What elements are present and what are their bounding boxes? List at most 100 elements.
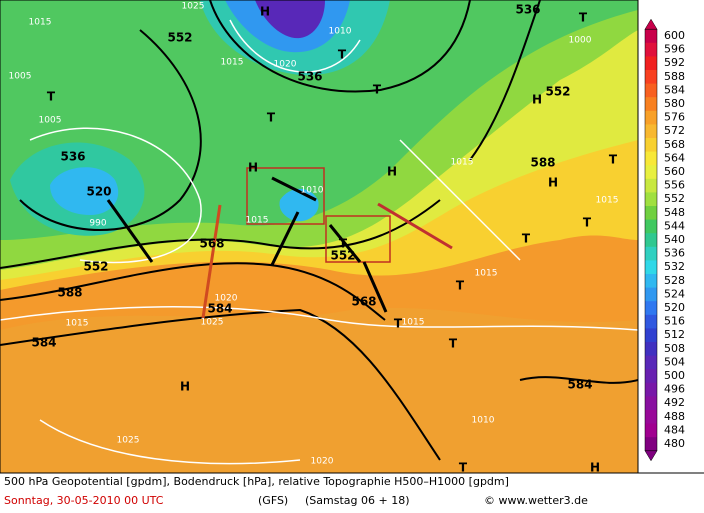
color-scale: 6005965925885845805765725685645605565525… (644, 18, 685, 462)
scale-label: 540 (664, 233, 685, 246)
pressure-label: 1020 (215, 294, 238, 304)
geopotential-label: 536 (515, 3, 540, 17)
scale-label: 504 (664, 355, 685, 368)
scale-label: 484 (664, 423, 685, 436)
geopotential-label: 584 (207, 302, 232, 316)
pressure-label: 1025 (117, 436, 140, 446)
scale-swatch (645, 83, 657, 98)
scale-label: 480 (664, 437, 685, 450)
geopotential-label: 552 (167, 31, 192, 45)
scale-label: 600 (664, 29, 685, 42)
geopotential-label: 520 (86, 185, 111, 199)
pressure-center: T (456, 279, 465, 293)
scale-label: 488 (664, 410, 685, 423)
scale-label: 572 (664, 124, 685, 137)
scale-swatch (645, 314, 657, 329)
pressure-label: 1015 (29, 18, 52, 28)
pressure-center: T (583, 216, 592, 230)
scale-cap (644, 18, 658, 30)
scale-cap (644, 450, 658, 462)
pressure-label: 1025 (201, 318, 224, 328)
footer-description: 500 hPa Geopotential [gpdm], Bodendruck … (4, 475, 509, 488)
scale-swatch (645, 274, 657, 289)
footer-model: (GFS) (258, 494, 288, 507)
scale-label: 516 (664, 315, 685, 328)
scale-swatch (645, 219, 657, 234)
scale-swatch (645, 342, 657, 357)
geopotential-label: 568 (351, 295, 376, 309)
scale-swatch (645, 110, 657, 125)
pressure-label: 1000 (569, 36, 592, 46)
pressure-center: H (180, 380, 190, 394)
scale-label: 568 (664, 138, 685, 151)
scale-swatch (645, 287, 657, 302)
scale-label: 552 (664, 192, 685, 205)
pressure-label: 1005 (9, 72, 32, 82)
footer-copyright: © www.wetter3.de (484, 494, 588, 507)
scale-label: 560 (664, 165, 685, 178)
geopotential-label: 588 (57, 286, 82, 300)
pressure-center: H (590, 461, 600, 475)
pressure-label: 990 (89, 219, 106, 229)
scale-swatch (645, 56, 657, 71)
geopotential-label: 568 (199, 237, 224, 251)
pressure-center: H (532, 93, 542, 107)
scale-label: 588 (664, 70, 685, 83)
scale-label: 584 (664, 83, 685, 96)
scale-label: 492 (664, 396, 685, 409)
scale-swatch (645, 42, 657, 57)
pressure-center: H (260, 5, 270, 19)
scale-swatch (645, 396, 657, 411)
scale-swatch (645, 165, 657, 180)
scale-frame (644, 28, 658, 452)
pressure-center: T (339, 237, 348, 251)
scale-swatch (645, 70, 657, 85)
scale-label: 580 (664, 97, 685, 110)
scale-label: 508 (664, 342, 685, 355)
pressure-label: 1015 (402, 318, 425, 328)
scale-label: 528 (664, 274, 685, 287)
scale-label: 532 (664, 260, 685, 273)
scale-swatch (645, 301, 657, 316)
pressure-label: 1020 (274, 60, 297, 70)
scale-swatch (645, 233, 657, 248)
pressure-center: H (248, 161, 258, 175)
pressure-label: 1010 (301, 186, 324, 196)
pressure-label: 1005 (39, 116, 62, 126)
pressure-center: T (373, 83, 382, 97)
pressure-center: T (267, 111, 276, 125)
scale-label: 576 (664, 111, 685, 124)
scale-label: 536 (664, 247, 685, 260)
pressure-label: 1020 (311, 457, 334, 467)
pressure-label: 1015 (66, 319, 89, 329)
geopotential-label: 588 (530, 156, 555, 170)
scale-label: 520 (664, 301, 685, 314)
pressure-center: T (394, 317, 403, 331)
footer-date: Sonntag, 30-05-2010 00 UTC (4, 494, 164, 507)
scale-swatch (645, 369, 657, 384)
scale-swatch (645, 151, 657, 166)
scale-swatch (645, 260, 657, 275)
pressure-label: 1015 (596, 196, 619, 206)
scale-label: 548 (664, 206, 685, 219)
pressure-center: H (387, 165, 397, 179)
scale-swatch (645, 328, 657, 343)
geopotential-label: 552 (83, 260, 108, 274)
pressure-label: 1015 (246, 216, 269, 226)
scale-swatch (645, 410, 657, 425)
scale-swatch (645, 355, 657, 370)
geopotential-label: 536 (297, 70, 322, 84)
pressure-center: T (338, 48, 347, 62)
scale-label: 496 (664, 383, 685, 396)
scale-swatch (645, 206, 657, 221)
scale-label: 524 (664, 287, 685, 300)
geopotential-label: 584 (31, 336, 56, 350)
pressure-center: T (47, 90, 56, 104)
scale-label: 564 (664, 151, 685, 164)
scale-swatch (645, 246, 657, 261)
scale-swatch (645, 29, 657, 44)
scale-swatch (645, 138, 657, 153)
